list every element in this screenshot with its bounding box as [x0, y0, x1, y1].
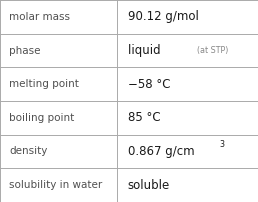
Text: molar mass: molar mass: [9, 12, 70, 22]
Text: phase: phase: [9, 45, 41, 56]
Text: boiling point: boiling point: [9, 113, 74, 123]
Text: liquid: liquid: [128, 44, 168, 57]
Text: density: density: [9, 146, 47, 157]
Text: (at STP): (at STP): [197, 46, 229, 55]
Text: melting point: melting point: [9, 79, 79, 89]
Text: soluble: soluble: [128, 179, 170, 192]
Text: 0.867 g/cm: 0.867 g/cm: [128, 145, 194, 158]
Text: 3: 3: [219, 140, 224, 149]
Text: solubility in water: solubility in water: [9, 180, 102, 190]
Text: 85 °C: 85 °C: [128, 111, 160, 124]
Text: 90.12 g/mol: 90.12 g/mol: [128, 10, 199, 23]
Text: −58 °C: −58 °C: [128, 78, 170, 91]
